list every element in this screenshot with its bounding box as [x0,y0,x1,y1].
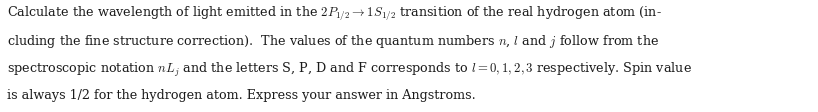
Text: is always 1/2 for the hydrogen atom. Express your answer in Angstroms.: is always 1/2 for the hydrogen atom. Exp… [7,88,475,101]
Text: spectroscopic notation $nL_j$ and the letters S, P, D and F corresponds to $l = : spectroscopic notation $nL_j$ and the le… [7,60,691,78]
Text: cluding the fine structure correction).  The values of the quantum numbers $n$, : cluding the fine structure correction). … [7,32,658,49]
Text: Calculate the wavelength of light emitted in the $2P_{1/2} \rightarrow 1S_{1/2}$: Calculate the wavelength of light emitte… [7,4,662,22]
